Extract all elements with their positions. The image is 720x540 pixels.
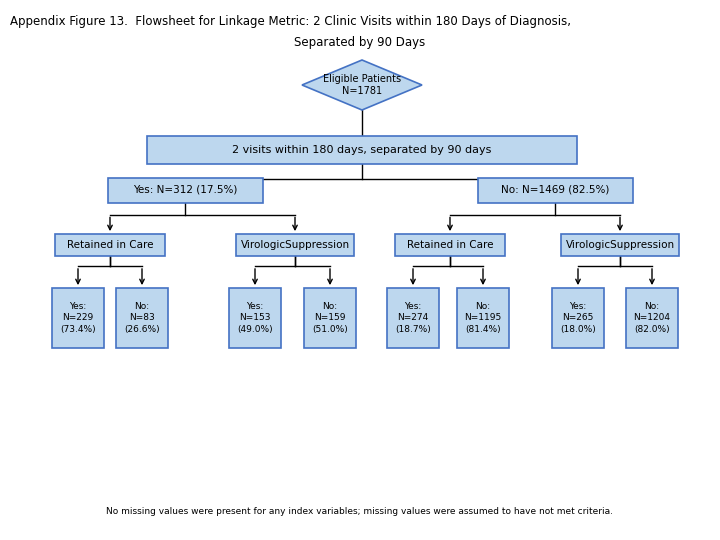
Text: Eligible Patients
N=1781: Eligible Patients N=1781 (323, 74, 401, 96)
Text: No: N=1469 (82.5%): No: N=1469 (82.5%) (501, 185, 609, 195)
FancyBboxPatch shape (552, 288, 604, 348)
Text: No missing values were present for any index variables; missing values were assu: No missing values were present for any i… (107, 508, 613, 516)
FancyBboxPatch shape (55, 234, 165, 256)
Text: No:
N=159
(51.0%): No: N=159 (51.0%) (312, 302, 348, 334)
FancyBboxPatch shape (236, 234, 354, 256)
Text: VirologicSuppression: VirologicSuppression (565, 240, 675, 250)
FancyBboxPatch shape (304, 288, 356, 348)
FancyBboxPatch shape (107, 178, 263, 202)
Text: Yes:
N=274
(18.7%): Yes: N=274 (18.7%) (395, 302, 431, 334)
Text: Appendix Figure 13.  Flowsheet for Linkage Metric: 2 Clinic Visits within 180 Da: Appendix Figure 13. Flowsheet for Linkag… (10, 15, 571, 28)
Polygon shape (302, 60, 422, 110)
FancyBboxPatch shape (395, 234, 505, 256)
Text: 2 visits within 180 days, separated by 90 days: 2 visits within 180 days, separated by 9… (233, 145, 492, 155)
FancyBboxPatch shape (387, 288, 439, 348)
Text: VirologicSuppression: VirologicSuppression (240, 240, 350, 250)
FancyBboxPatch shape (626, 288, 678, 348)
Text: No:
N=83
(26.6%): No: N=83 (26.6%) (124, 302, 160, 334)
Text: Retained in Care: Retained in Care (407, 240, 493, 250)
Text: Yes:
N=153
(49.0%): Yes: N=153 (49.0%) (237, 302, 273, 334)
Text: No:
N=1195
(81.4%): No: N=1195 (81.4%) (464, 302, 502, 334)
FancyBboxPatch shape (477, 178, 632, 202)
Text: Yes:
N=265
(18.0%): Yes: N=265 (18.0%) (560, 302, 596, 334)
FancyBboxPatch shape (561, 234, 679, 256)
Text: Retained in Care: Retained in Care (67, 240, 153, 250)
FancyBboxPatch shape (116, 288, 168, 348)
FancyBboxPatch shape (457, 288, 509, 348)
Text: No:
N=1204
(82.0%): No: N=1204 (82.0%) (634, 302, 670, 334)
FancyBboxPatch shape (147, 136, 577, 164)
Text: Separated by 90 Days: Separated by 90 Days (294, 36, 426, 49)
FancyBboxPatch shape (52, 288, 104, 348)
Text: Yes: N=312 (17.5%): Yes: N=312 (17.5%) (132, 185, 237, 195)
FancyBboxPatch shape (229, 288, 281, 348)
Text: Yes:
N=229
(73.4%): Yes: N=229 (73.4%) (60, 302, 96, 334)
